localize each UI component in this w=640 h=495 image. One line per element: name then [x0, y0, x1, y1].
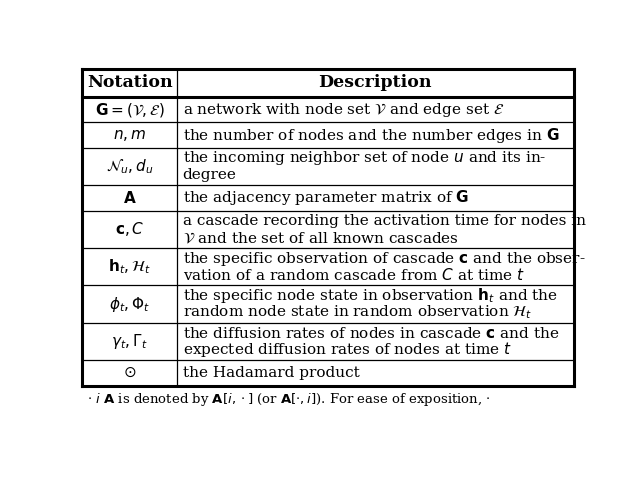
- Text: random node state in random observation $\mathcal{H}_t$: random node state in random observation …: [182, 303, 532, 321]
- Text: degree: degree: [182, 168, 237, 182]
- Text: the number of nodes and the number edges in $\mathbf{G}$: the number of nodes and the number edges…: [182, 126, 559, 145]
- Text: $\odot$: $\odot$: [123, 366, 136, 380]
- Text: $\mathcal{V}$ and the set of all known cascades: $\mathcal{V}$ and the set of all known c…: [182, 230, 459, 245]
- Text: $\mathbf{h}_t, \mathcal{H}_t$: $\mathbf{h}_t, \mathcal{H}_t$: [108, 257, 151, 276]
- Text: the specific observation of cascade $\mathbf{c}$ and the obser-: the specific observation of cascade $\ma…: [182, 249, 586, 267]
- Text: $\cdot$ $i$ $\mathbf{A}$ is denoted by $\mathbf{A}[i, \cdot]$ (or $\mathbf{A}[\c: $\cdot$ $i$ $\mathbf{A}$ is denoted by $…: [88, 391, 491, 407]
- Text: Description: Description: [318, 74, 432, 92]
- Text: $\mathcal{N}_u, d_u$: $\mathcal{N}_u, d_u$: [106, 157, 154, 176]
- Text: the adjacency parameter matrix of $\mathbf{G}$: the adjacency parameter matrix of $\math…: [182, 189, 469, 207]
- Text: $n, m$: $n, m$: [113, 128, 147, 143]
- Text: expected diffusion rates of nodes at time $t$: expected diffusion rates of nodes at tim…: [182, 340, 512, 359]
- Text: $\mathbf{A}$: $\mathbf{A}$: [123, 190, 136, 206]
- Text: the specific node state in observation $\mathbf{h}_t$ and the: the specific node state in observation $…: [182, 287, 557, 305]
- Text: $\gamma_t, \Gamma_t$: $\gamma_t, \Gamma_t$: [111, 332, 148, 351]
- Text: $\mathbf{c}, \mathit{C}$: $\mathbf{c}, \mathit{C}$: [115, 220, 145, 239]
- Text: vation of a random cascade from $\mathit{C}$ at time $t$: vation of a random cascade from $\mathit…: [182, 267, 525, 283]
- Text: the diffusion rates of nodes in cascade $\mathbf{c}$ and the: the diffusion rates of nodes in cascade …: [182, 326, 559, 341]
- Text: $\phi_t, \Phi_t$: $\phi_t, \Phi_t$: [109, 295, 150, 314]
- Text: a cascade recording the activation time for nodes in: a cascade recording the activation time …: [182, 214, 586, 228]
- Text: the Hadamard product: the Hadamard product: [182, 366, 360, 380]
- Text: Notation: Notation: [87, 74, 172, 92]
- Text: the incoming neighbor set of node $u$ and its in-: the incoming neighbor set of node $u$ an…: [182, 149, 546, 167]
- Text: $\mathbf{G} = (\mathcal{V}, \mathcal{E})$: $\mathbf{G} = (\mathcal{V}, \mathcal{E})…: [95, 100, 164, 118]
- Text: a network with node set $\mathcal{V}$ and edge set $\mathcal{E}$: a network with node set $\mathcal{V}$ an…: [182, 100, 504, 118]
